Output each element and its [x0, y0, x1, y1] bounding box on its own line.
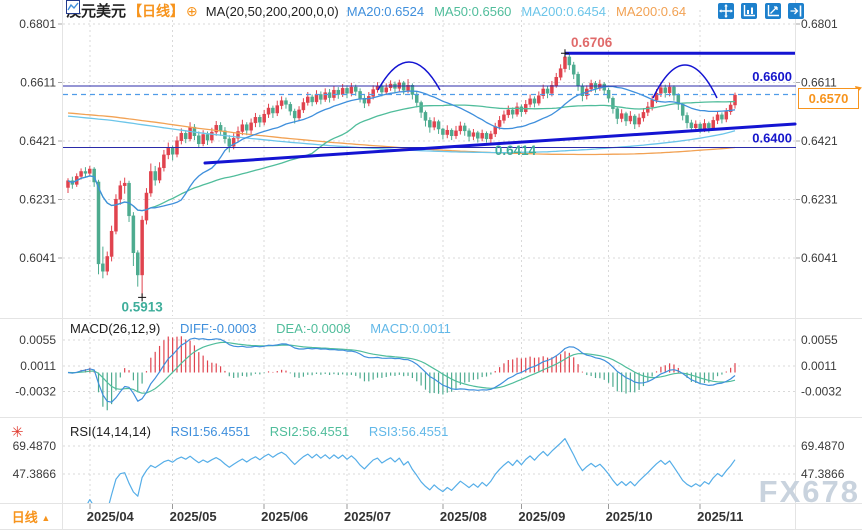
collapse-panel-icon[interactable] [788, 3, 804, 19]
date-label: 2025/10 [606, 509, 653, 524]
level-0.6600-label: 0.6600 [752, 69, 792, 84]
low2-price-label: 0.6414 [495, 143, 537, 158]
rsi-title: RSI(14,14,14) [70, 424, 151, 439]
rsi3-value: RSI3:56.4551 [368, 424, 449, 439]
add-indicator-icon[interactable]: ⊕ [186, 3, 198, 19]
date-label: 2025/08 [440, 509, 487, 524]
ma20-value: MA20:0.6524 [346, 4, 425, 19]
macd-axis-label-left: -0.0032 [15, 384, 56, 398]
macd-macd-value: MACD:0.0011 [370, 321, 451, 336]
date-label: 2025/09 [518, 509, 565, 524]
date-label: 2025/05 [170, 509, 217, 524]
macd-axis-label-right: 0.0055 [801, 333, 838, 347]
macd-pane [67, 336, 736, 411]
chart-header: 澳元美元 【日线】 ⊕ MA(20,50,200,200,0,0) MA20:0.652… [66, 0, 696, 22]
diff-line [67, 337, 736, 403]
ascending-trendline [203, 122, 797, 165]
rsi-indicator-row: RSI(14,14,14) RSI1:56.4551 RSI2:56.4551 … [70, 424, 464, 439]
macd-axis-label-left: 0.0055 [19, 333, 56, 347]
high-cross-marker [560, 49, 569, 58]
price-axis-label-left: 0.6421 [19, 134, 56, 148]
price-axis-label-right: 0.6421 [801, 134, 838, 148]
date-label: 2025/07 [344, 509, 391, 524]
rsi-axis-label-left: 47.3866 [13, 467, 57, 481]
low-price-label: 0.5913 [121, 299, 163, 314]
arc-annotation [652, 64, 718, 99]
annotation-layer: 0.6706 0.5913 0.6414 0.6600 0.6400 [63, 35, 797, 314]
rsi2-value: RSI2:56.4551 [269, 424, 350, 439]
level-0.6400-label: 0.6400 [752, 130, 792, 145]
arc-annotation [377, 61, 441, 91]
price-axis-label-left: 0.6231 [19, 192, 56, 206]
pan-move-icon[interactable] [717, 3, 734, 19]
ma-settings-label: MA(20,50,200,200,0,0) [205, 4, 339, 19]
macd-indicator-row: MACD(26,12,9) DIFF:-0.0003 DEA:-0.0008 M… [70, 321, 467, 336]
price-axis-label-right: 0.6231 [801, 192, 838, 206]
macd-axis-label-left: 0.0011 [20, 359, 56, 373]
last-price-tag: 0.6570 [798, 88, 859, 109]
macd-axis-label-right: 0.0011 [801, 359, 837, 373]
dea-line [67, 341, 736, 394]
price-axis-label-right: 0.6041 [801, 251, 838, 265]
axis-scale-icon[interactable] [764, 3, 781, 19]
period-selector-button[interactable]: 日线 ▲ [0, 505, 62, 530]
axis-label-layer: 0.6801 0.6801 0.6611 0.6611 0.6421 0.6421 0.62… [13, 17, 862, 524]
rsi-axis-label-left: 69.4870 [13, 439, 57, 453]
rsi-line [87, 438, 736, 503]
price-axis-label-right: 0.6611 [801, 75, 837, 89]
price-axis-label-left: 0.6611 [20, 75, 56, 89]
ma50-value: MA50:0.6560 [434, 4, 512, 19]
axis-zoom-icon[interactable] [741, 3, 758, 19]
ma200-value: MA200:0.6454 [521, 4, 606, 19]
date-label: 2025/06 [261, 509, 308, 524]
rsi-pane [87, 438, 736, 503]
low-cross-marker [138, 293, 147, 302]
rsi-axis-label-right: 69.4870 [801, 439, 845, 453]
ma50-line [67, 100, 736, 212]
date-label: 2025/04 [87, 509, 135, 524]
sun-settings-icon[interactable]: ✳ [11, 424, 24, 441]
price-pane [66, 53, 737, 298]
macd-dea-value: DEA:-0.0008 [276, 321, 351, 336]
period-button-label: 日线 [11, 510, 38, 525]
ma20-line [67, 85, 736, 212]
price-axis-label-right: 0.6801 [801, 17, 838, 31]
macd-axis-label-right: -0.0032 [801, 384, 842, 398]
ma200b-value: MA200:0.64 [616, 4, 687, 19]
candles-layer [66, 53, 737, 298]
date-label: 2025/11 [697, 509, 743, 524]
rsi-axis-label-right: 47.3866 [801, 467, 845, 481]
symbol-title: 澳元美元 [66, 3, 127, 20]
chevron-up-icon: ▲ [41, 513, 51, 523]
macd-diff-value: DIFF:-0.0003 [179, 321, 257, 336]
price-axis-label-left: 0.6801 [19, 17, 56, 31]
chart-toolbar [715, 3, 804, 21]
period-tag[interactable]: 【日线】 [128, 3, 185, 19]
high-price-label: 0.6706 [571, 35, 613, 50]
macd-title: MACD(26,12,9) [70, 321, 161, 336]
price-axis-label-left: 0.6041 [19, 251, 56, 265]
rsi1-value: RSI1:56.4551 [170, 424, 251, 439]
